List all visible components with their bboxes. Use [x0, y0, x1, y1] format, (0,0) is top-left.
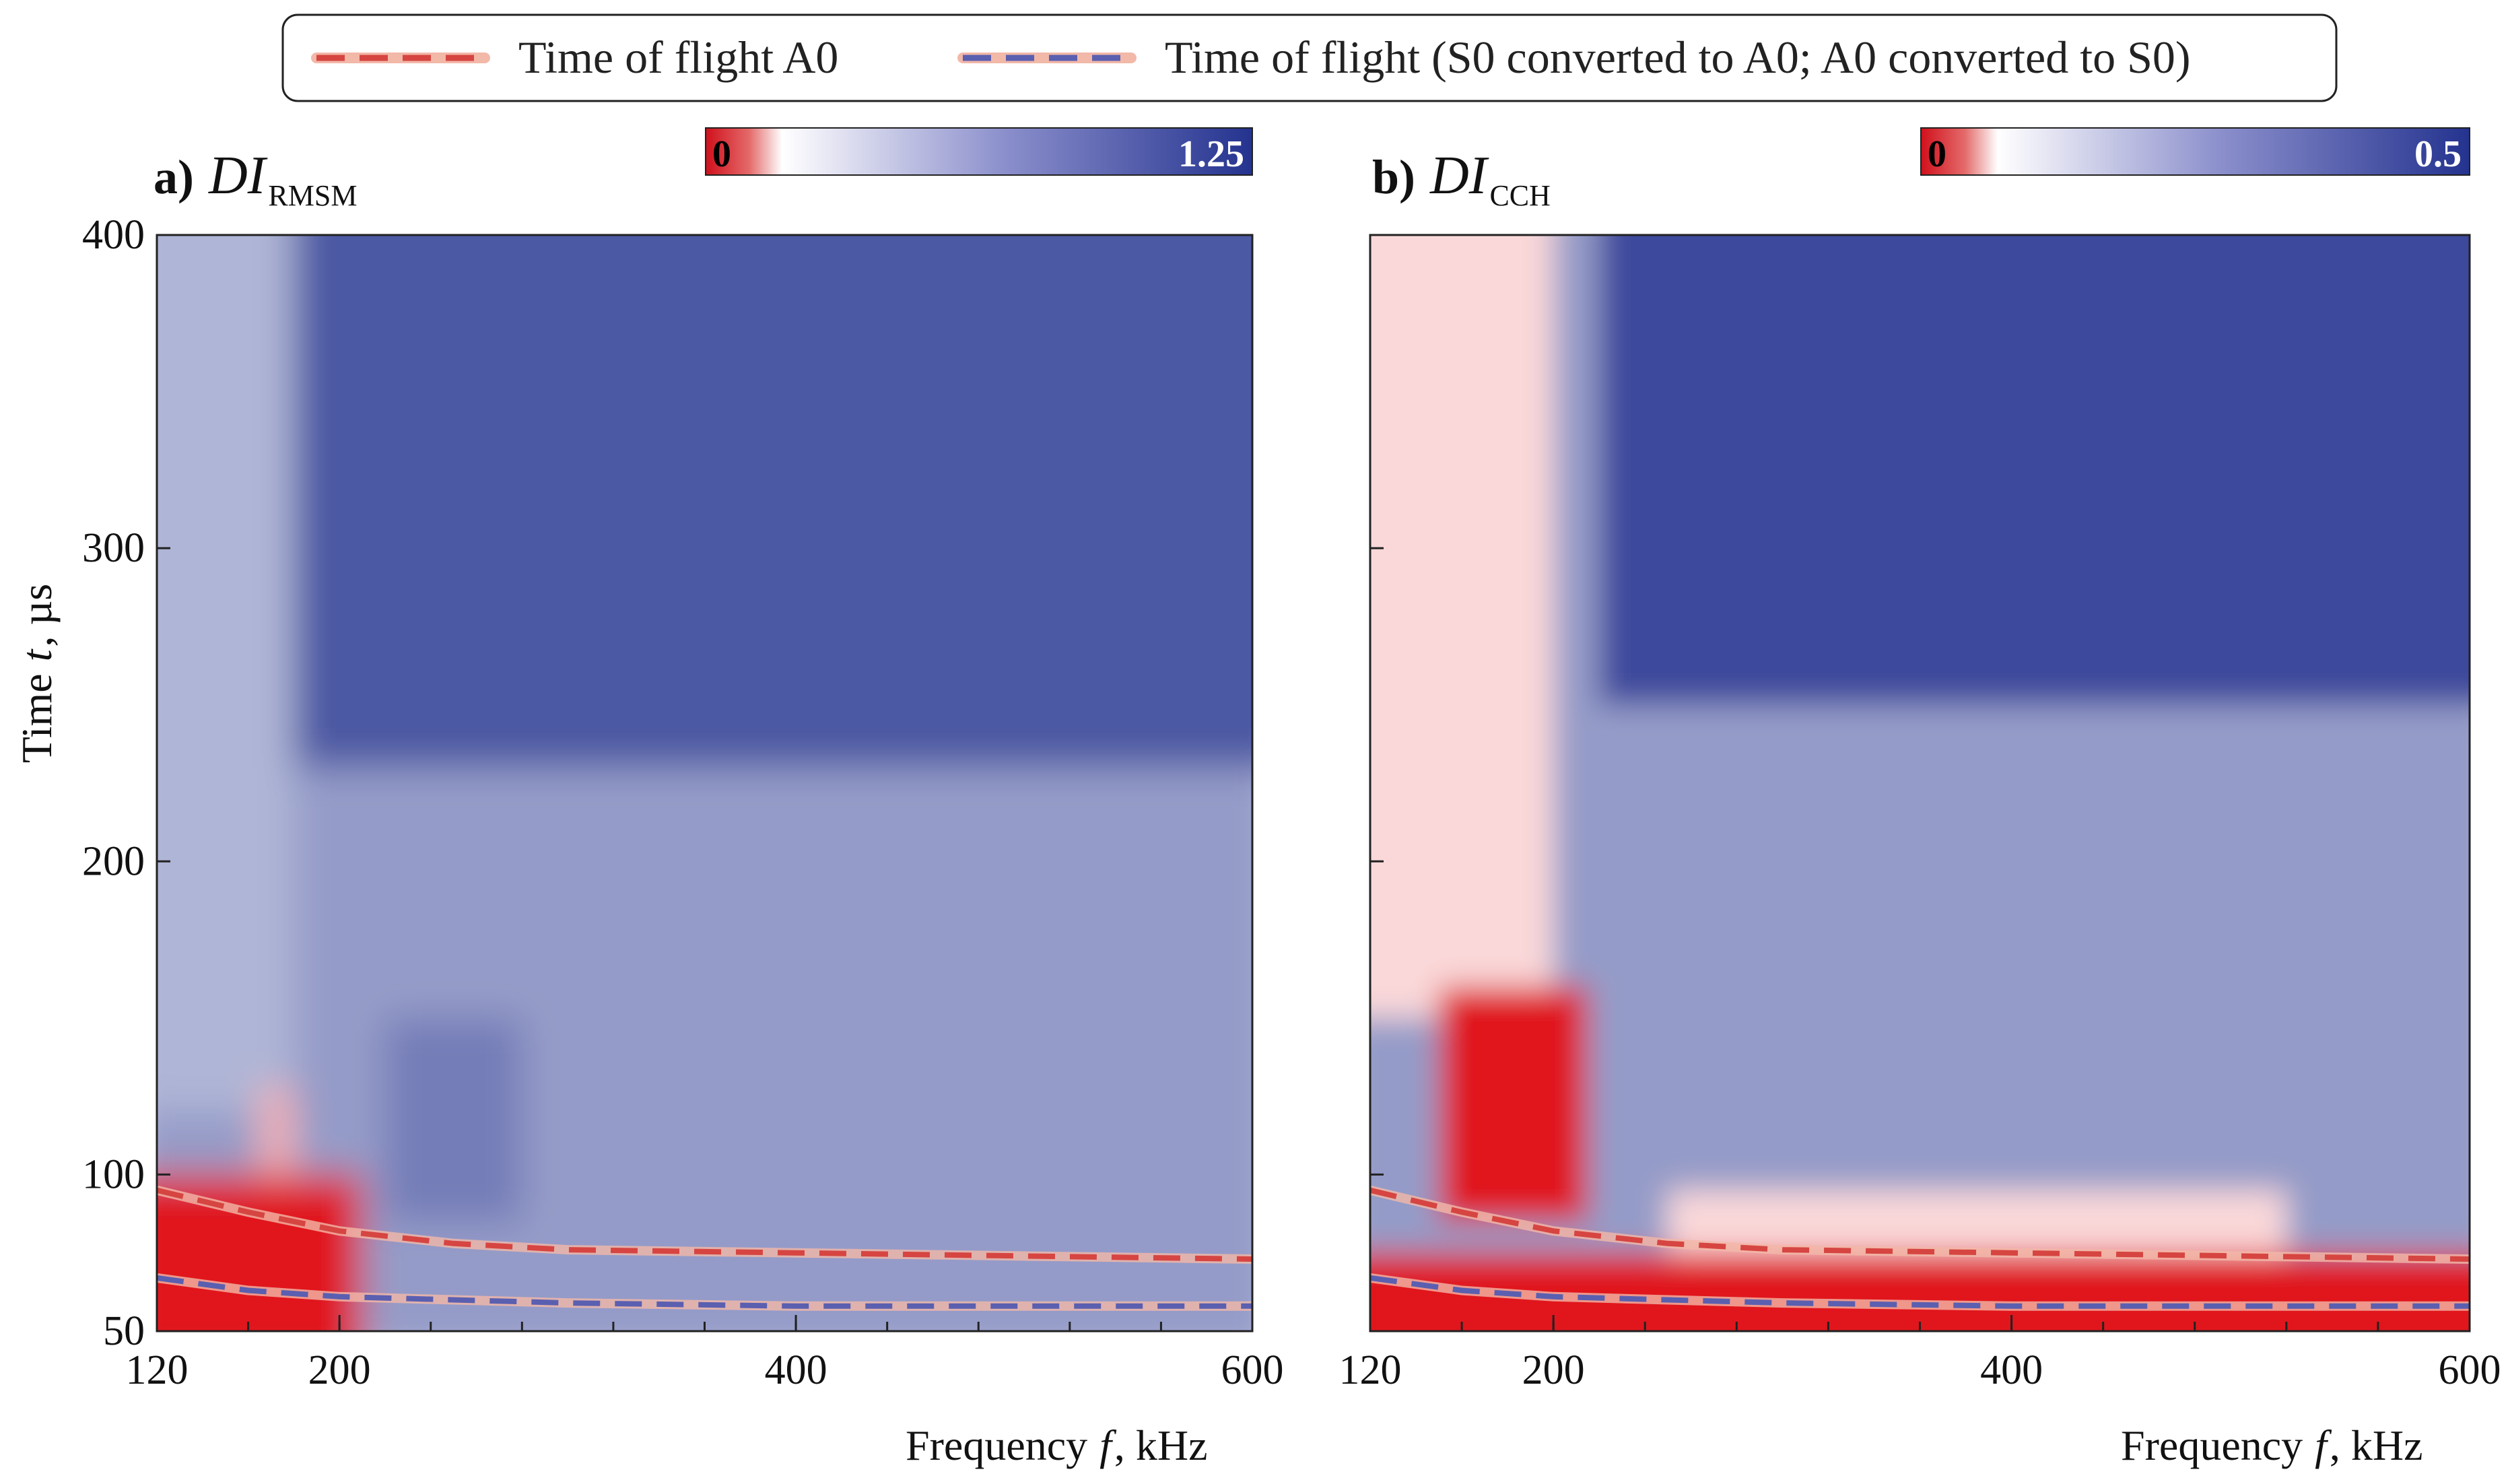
tof-a0-line-b	[1369, 1187, 2470, 1262]
tof-lines-a	[156, 1185, 1253, 1311]
x-tick-label-b: 400	[1980, 1347, 2043, 1393]
panel-b-title: b) DI CCH	[1372, 146, 1551, 212]
colorbar-b: 0 0.5	[1920, 127, 2470, 176]
legend-item-tof-converted: Time of flight (S0 converted to A0; A0 c…	[957, 32, 2191, 83]
y-tick-label-a: 400	[82, 212, 145, 258]
colorbar-b-min: 0	[1928, 133, 1946, 175]
colorbar-a-min: 0	[712, 133, 731, 175]
heatmap-a-region	[157, 1174, 363, 1331]
tof-lines-b	[1369, 1185, 2470, 1311]
x-axis-title-b: Frequency f , kHz	[2121, 1421, 2423, 1469]
axis-ticks-b: 120 200 400 600	[1339, 234, 2501, 1393]
x-tick-label-b: 200	[1522, 1347, 1585, 1393]
panel-a-title-main: DI	[208, 146, 268, 205]
heatmap-a-region	[157, 235, 294, 1112]
heatmap-b-region	[1439, 986, 1588, 1222]
colorbar-b-max: 0.5	[2414, 133, 2462, 175]
axis-ticks-a: 50 100 200 300 400 120 200 400 600	[82, 212, 1284, 1393]
panel-a-label: a)	[154, 150, 194, 204]
heatmap-b-region	[1668, 1190, 2286, 1253]
heatmap-a-region	[157, 235, 1252, 768]
colorbar-b-gradient	[1920, 127, 2470, 176]
panel-b-title-sub: CCH	[1489, 179, 1550, 212]
heatmap-a-region	[384, 1017, 522, 1222]
y-tick-label-a: 200	[82, 838, 145, 884]
legend-label-converted: Time of flight (S0 converted to A0; A0 c…	[1165, 32, 2191, 83]
colorbar-a-gradient	[705, 127, 1253, 176]
x-tick-label-b: 600	[2439, 1347, 2501, 1393]
legend-label-a0: Time of flight A0	[518, 32, 838, 83]
x-tick-label-a: 600	[1221, 1347, 1284, 1393]
tof-a0-line-a	[156, 1187, 1253, 1262]
x-tick-label-a: 120	[126, 1347, 189, 1393]
legend-item-tof-a0: Time of flight A0	[311, 32, 838, 83]
y-axis-title-a: Time t , µs	[13, 584, 61, 763]
colorbar-a: 0 1.25	[705, 127, 1253, 176]
panel-b-label: b)	[1372, 150, 1415, 204]
heatmap-b-region	[1599, 235, 2470, 705]
y-tick-label-a: 300	[82, 525, 145, 571]
heatmap-b	[1370, 235, 2470, 1331]
legend: Time of flight A0 Time of flight (S0 con…	[281, 13, 2338, 102]
tof-converted-line-a	[156, 1275, 1252, 1309]
x-tick-label-b: 120	[1339, 1347, 1402, 1393]
heatmap-b-region	[1370, 235, 1554, 1018]
panel-a-title-sub: RMSM	[268, 179, 357, 212]
panel-a: a) DI RMSM 0 1.25 50 100 200 300 400 120 200 40…	[13, 127, 1284, 1469]
heatmap-a	[157, 235, 1252, 1331]
panel-b: b) DI CCH 0 0.5 120 200 400 600 Frequency f…	[1339, 127, 2501, 1469]
panel-a-title: a) DI RMSM	[154, 146, 357, 212]
heatmap-b-region	[1370, 1252, 2470, 1331]
heatmap-a-region	[259, 1087, 294, 1175]
colorbar-a-max: 1.25	[1178, 133, 1244, 175]
panel-b-title-main: DI	[1429, 146, 1489, 205]
x-tick-label-a: 200	[308, 1347, 371, 1393]
x-axis-title-a: Frequency f , kHz	[906, 1421, 1208, 1469]
tof-converted-line-b	[1369, 1275, 2470, 1309]
legend-frame	[281, 13, 2338, 102]
y-tick-label-a: 50	[103, 1308, 145, 1354]
y-tick-label-a: 100	[82, 1151, 145, 1197]
x-tick-label-a: 400	[765, 1347, 827, 1393]
